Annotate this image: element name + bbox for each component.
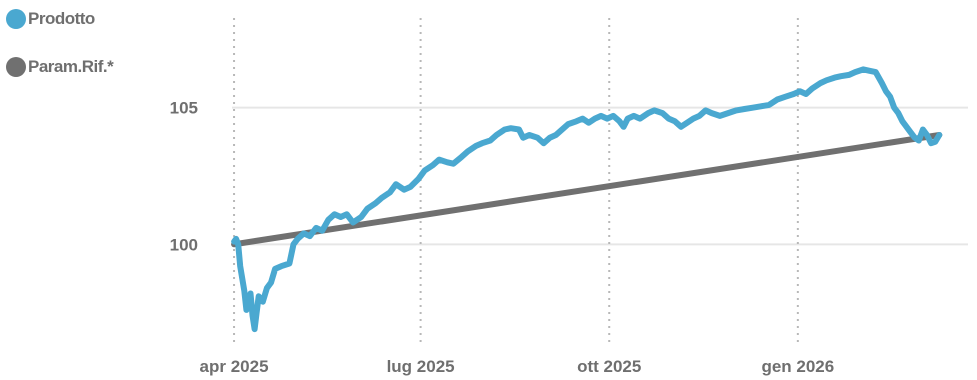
x-axis: apr 2025 lug 2025 ott 2025 gen 2026 (200, 357, 835, 376)
y-tick-label-100: 100 (170, 235, 198, 254)
legend-marker-prodotto (6, 9, 26, 29)
legend-label-param-rif: Param.Rif.* (28, 57, 114, 76)
series-line-prodotto (231, 66, 943, 333)
x-tick-label-3: gen 2026 (761, 357, 834, 376)
y-tick-label-105: 105 (170, 99, 198, 118)
x-tick-label-0: apr 2025 (200, 357, 269, 376)
series-lines (231, 66, 943, 333)
legend-item-param-rif[interactable]: Param.Rif.* (6, 56, 114, 78)
legend-item-prodotto[interactable]: Prodotto (6, 8, 113, 30)
series-line-param-rif (231, 132, 943, 248)
x-tick-label-2: ott 2025 (577, 357, 641, 376)
x-tick-label-1: lug 2025 (387, 357, 455, 376)
legend: Prodotto Param.Rif.* (6, 8, 114, 104)
y-axis: 100 105 (170, 99, 198, 255)
grid (232, 18, 968, 346)
legend-marker-param-rif (6, 57, 26, 77)
legend-label-prodotto: Prodotto (28, 9, 95, 28)
